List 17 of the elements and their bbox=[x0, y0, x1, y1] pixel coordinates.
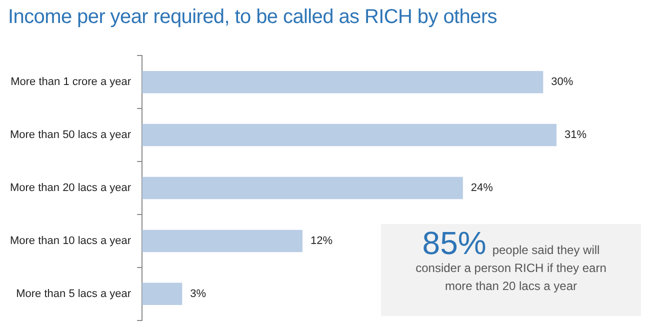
y-tick-label: More than 10 lacs a year bbox=[10, 234, 132, 247]
bar bbox=[142, 176, 463, 200]
data-label: 12% bbox=[310, 234, 333, 247]
bar bbox=[142, 282, 182, 306]
data-label: 24% bbox=[470, 182, 494, 194]
data-label: 3% bbox=[190, 288, 206, 300]
y-tick-label: More than 50 lacs a year bbox=[10, 129, 132, 142]
bar bbox=[142, 70, 544, 94]
bar bbox=[142, 124, 557, 146]
chart-title: Income per year required, to be called as RICH by others bbox=[8, 6, 498, 29]
y-tick-label: More than 1 crore a year bbox=[10, 76, 132, 88]
y-tick-label: More than 5 lacs a year bbox=[16, 288, 132, 300]
data-label: 31% bbox=[564, 129, 587, 142]
y-tick-label: More than 20 lacs a year bbox=[10, 182, 132, 194]
data-label: 30% bbox=[551, 76, 574, 88]
annotation: 85% bbox=[422, 225, 486, 261]
bar bbox=[142, 230, 302, 252]
